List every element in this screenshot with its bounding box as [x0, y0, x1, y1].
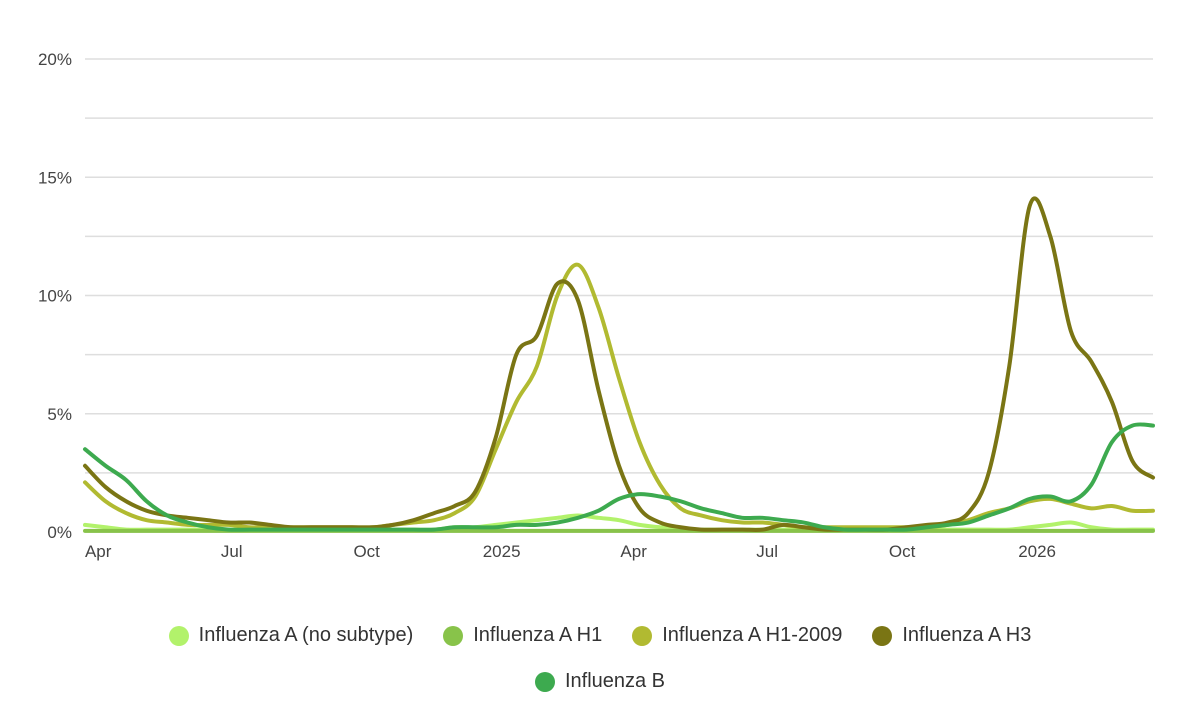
legend-swatch [872, 625, 893, 646]
legend-label: Influenza A (no subtype) [198, 624, 414, 646]
series-line-influenza-a-h3 [83, 196, 1155, 532]
gridlines [85, 58, 1153, 533]
legend-swatch [632, 625, 653, 646]
legend-item[interactable]: Influenza B [534, 670, 666, 693]
legend-item[interactable]: Influenza A H1 [443, 624, 602, 647]
legend-item[interactable]: Influenza A (no subtype) [168, 624, 414, 647]
legend-label: Influenza A H1-2009 [662, 624, 843, 646]
x-tick-label: Jul [756, 542, 778, 561]
x-tick-label: 2026 [1018, 542, 1056, 561]
series-line-influenza-b [83, 422, 1155, 532]
x-tick-label: 2025 [483, 542, 521, 561]
legend-swatch [443, 625, 464, 646]
legend: Influenza A (no subtype) Influenza A H1 In… [0, 624, 1200, 647]
legend-label: Influenza A H3 [902, 624, 1032, 646]
series-lines [83, 196, 1155, 533]
legend-item[interactable]: Influenza A H1-2009 [632, 624, 842, 647]
legend-label: Influenza B [564, 670, 666, 692]
x-tick-label: Jul [221, 542, 243, 561]
y-axis-ticks: 0% 5% 10% 15% 20% [38, 50, 72, 542]
y-tick-label: 5% [47, 405, 72, 424]
x-tick-label: Apr [620, 542, 647, 561]
legend-item[interactable]: Influenza A H3 [872, 624, 1031, 647]
x-tick-label: Apr [85, 542, 112, 561]
y-tick-label: 15% [38, 168, 72, 187]
x-axis-ticks: Apr Jul Oct 2025 Apr Jul Oct 2026 [85, 542, 1056, 561]
y-tick-label: 20% [38, 50, 72, 69]
series-line-influenza-a-h1-2009 [83, 262, 1155, 530]
chart: 0% 5% 10% 15% 20% Apr Jul Oct 2025 Apr Jul Oct 2026 [38, 50, 1155, 561]
legend-row-2: Influenza B [0, 670, 1200, 693]
legend-swatch [168, 625, 189, 646]
y-tick-label: 0% [47, 523, 72, 542]
x-tick-label: Oct [353, 542, 380, 561]
legend-label: Influenza A H1 [473, 624, 603, 646]
x-tick-label: Oct [889, 542, 916, 561]
legend-swatch [534, 671, 555, 692]
y-tick-label: 10% [38, 287, 72, 306]
